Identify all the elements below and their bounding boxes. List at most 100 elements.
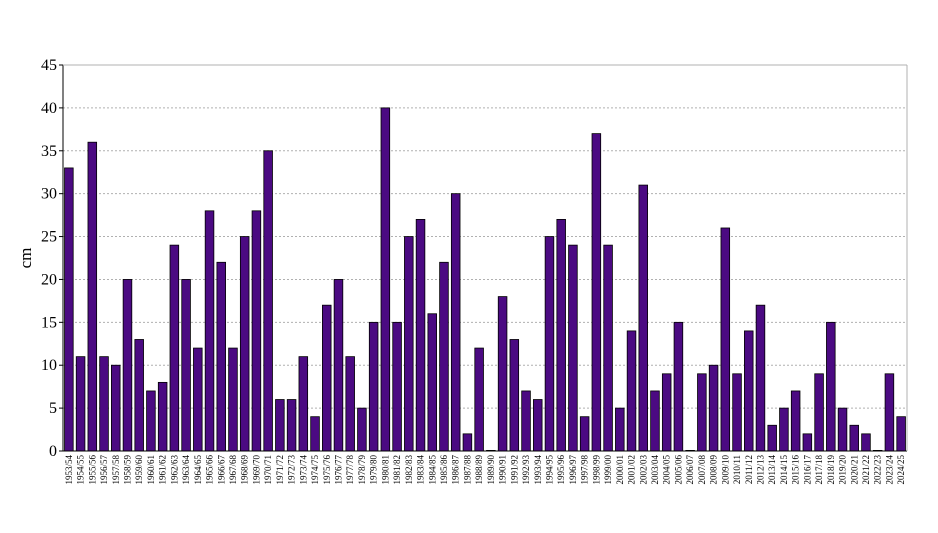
x-tick-label: 2013/14 <box>767 455 777 485</box>
bar <box>814 373 824 452</box>
bar <box>790 390 801 452</box>
bar <box>521 390 531 452</box>
bar <box>450 193 461 452</box>
bar <box>333 279 344 452</box>
y-tick-label: 20 <box>41 271 57 288</box>
x-tick-label: 1984/85 <box>427 455 437 485</box>
x-tick-label: 1971/72 <box>275 455 285 485</box>
x-tick-label: 2018/19 <box>826 455 836 485</box>
bar <box>615 407 625 452</box>
x-tick-label: 1967/68 <box>228 455 238 485</box>
x-tick-label: 2014/15 <box>779 455 789 485</box>
bar <box>310 416 320 452</box>
x-tick-label: 1966/67 <box>216 455 226 485</box>
bar <box>228 347 238 452</box>
x-tick-label: 1973/74 <box>298 455 308 485</box>
bar <box>556 218 566 452</box>
bar <box>591 133 602 452</box>
bar <box>286 399 297 452</box>
bar <box>87 141 98 452</box>
x-tick-label: 1979/80 <box>369 455 379 485</box>
x-tick-label: 1981/82 <box>392 455 402 485</box>
bar <box>720 227 731 452</box>
x-tick-label: 2010/11 <box>732 455 742 484</box>
bar <box>404 236 414 452</box>
y-tick-label: 45 <box>41 57 57 74</box>
bar <box>626 330 637 452</box>
bar <box>697 373 707 452</box>
bar <box>767 424 777 452</box>
x-tick-label: 1989/90 <box>486 455 496 485</box>
y-tick-labels: 0 5 10 15 20 25 30 35 40 45 <box>41 57 57 460</box>
bar <box>64 167 74 452</box>
x-tick-label: 1980/81 <box>380 455 390 485</box>
x-tick-label: 2015/16 <box>791 455 801 485</box>
x-tick-label: 1997/98 <box>580 455 590 485</box>
x-tick-label: 2009/10 <box>720 455 730 485</box>
x-tick-label: 1956/57 <box>99 455 109 485</box>
x-tick-label: 1987/88 <box>462 455 472 485</box>
x-tick-label: 2021/22 <box>861 455 871 485</box>
x-tick-label: 1974/75 <box>310 455 320 485</box>
x-tick-label: 1978/79 <box>357 455 367 485</box>
bar <box>204 210 215 452</box>
bar <box>122 279 133 452</box>
bar <box>603 244 613 452</box>
y-tick-label: 5 <box>49 400 57 417</box>
bar <box>802 433 813 452</box>
bar <box>650 390 660 452</box>
x-tick-label: 1983/84 <box>416 455 426 485</box>
bar <box>368 321 379 452</box>
bar <box>837 407 848 452</box>
bar <box>638 184 648 452</box>
x-tick-label: 1992/93 <box>521 455 531 485</box>
x-tick-label: 1988/89 <box>474 455 484 485</box>
x-tick-label: 2022/23 <box>873 455 883 485</box>
x-tick-label: 2002/03 <box>638 455 648 485</box>
x-tick-label: 1991/92 <box>509 455 519 485</box>
bar <box>169 244 180 452</box>
x-tick-label: 1965/66 <box>205 455 215 485</box>
bar <box>75 356 86 452</box>
y-tick-label: 40 <box>41 100 57 117</box>
x-tick-label: 1962/63 <box>169 455 179 485</box>
bar <box>439 261 449 452</box>
bar <box>111 364 121 452</box>
x-tick-label: 2019/20 <box>838 455 848 485</box>
bar <box>568 244 578 452</box>
x-tick-label: 2011/12 <box>744 455 754 484</box>
x-tick-label: 1969/70 <box>251 455 261 485</box>
bar <box>146 390 156 452</box>
bar <box>661 373 672 452</box>
bar <box>345 356 355 452</box>
x-tick-label: 1999/00 <box>603 455 613 485</box>
bar <box>181 279 191 452</box>
x-tick-label: 1968/69 <box>240 455 250 485</box>
y-tick-label: 0 <box>49 443 57 460</box>
bar <box>193 347 203 452</box>
x-tick-label: 1961/62 <box>158 455 168 485</box>
bar <box>263 150 273 452</box>
x-tick-label: 1993/94 <box>533 455 543 485</box>
x-tick-label: 2005/06 <box>673 455 683 485</box>
x-tick-label: 1985/86 <box>439 455 449 485</box>
x-tick-label: 2016/17 <box>802 455 812 485</box>
x-tick-label: 1994/95 <box>544 455 554 485</box>
bar <box>415 218 426 452</box>
x-tick-label: 1954/55 <box>76 455 86 485</box>
bar <box>732 373 742 452</box>
x-tick-label: 2006/07 <box>685 455 695 485</box>
x-tick-label: 2004/05 <box>662 455 672 485</box>
x-tick-label: 1976/77 <box>333 455 343 485</box>
x-tick-label: 1963/64 <box>181 455 191 485</box>
x-tick-label: 1960/61 <box>146 455 156 485</box>
bar <box>474 347 484 452</box>
bar <box>298 356 309 452</box>
y-tick-label: 25 <box>41 229 57 246</box>
x-tick-label: 1955/56 <box>87 455 97 485</box>
bar <box>884 373 895 452</box>
bar <box>357 407 367 452</box>
x-tick-label: 1990/91 <box>498 455 508 485</box>
x-tick-label: 1977/78 <box>345 455 355 485</box>
bars <box>64 107 906 452</box>
